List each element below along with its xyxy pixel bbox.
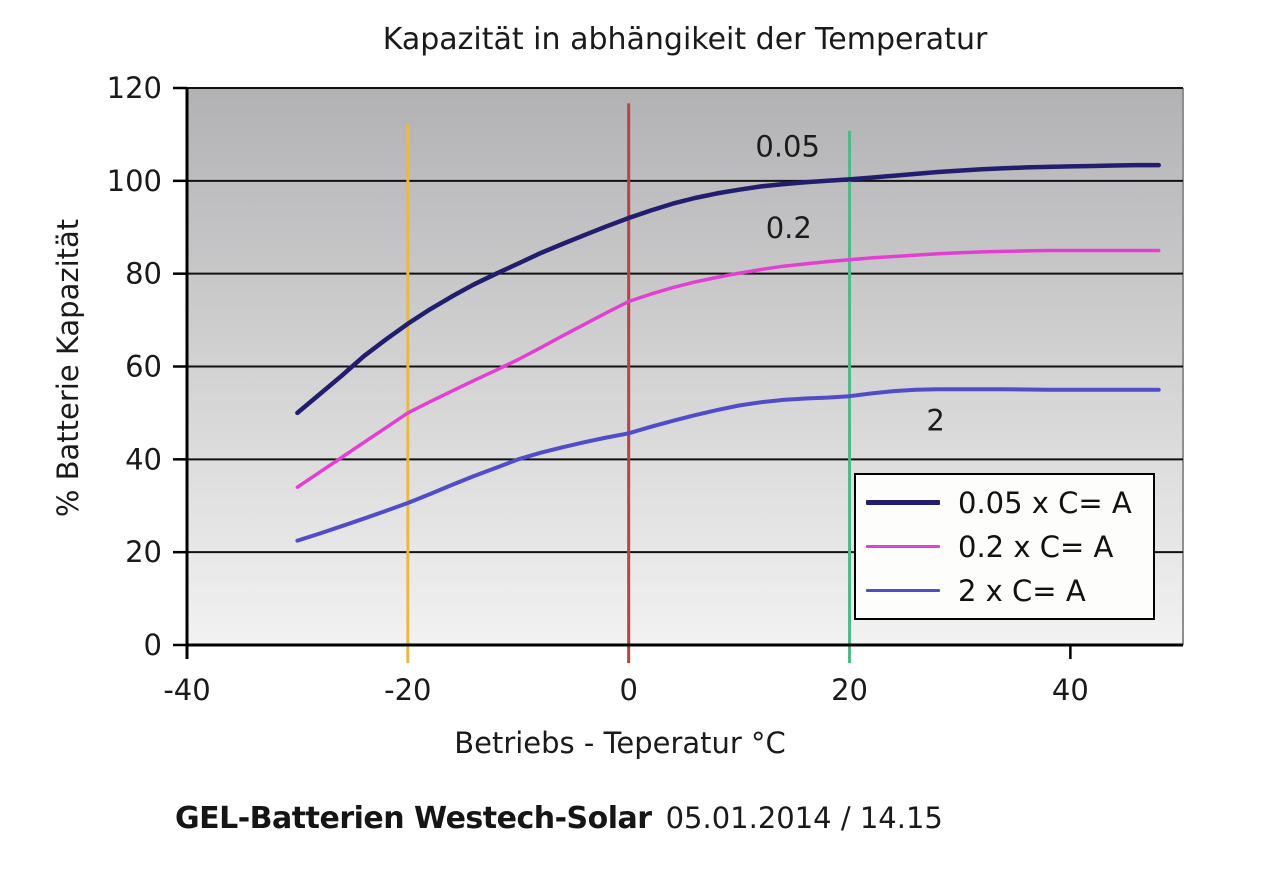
y-tick-label-100: 100 [107,164,162,198]
legend-line-2c [866,589,940,592]
annotation-0.2: 0.2 [766,211,812,245]
caption-date: 05.01.2014 / 14.15 [665,801,943,835]
x-tick-label-0: 0 [619,673,637,707]
y-tick-label-120: 120 [107,71,162,105]
legend-label-2c: 2 x C= A [958,573,1086,608]
y-tick-label-40: 40 [125,442,162,476]
legend-entry-005c: 0.05 x C= A [856,481,1153,525]
x-axis-label: Betriebs - Teperatur °C [454,726,786,760]
legend-entry-02c: 0.2 x C= A [856,525,1153,569]
curve-0.2xC=A [295,248,1161,489]
annotation-2: 2 [926,403,944,437]
x-tick-label-20: 20 [831,673,868,707]
caption-product: GEL-Batterien Westech-Solar [175,801,652,836]
x-tick-label--20: -20 [384,673,431,707]
y-tick-label-60: 60 [125,350,162,384]
y-tick-label-0: 0 [144,628,162,662]
x-tick-label-40: 40 [1052,673,1089,707]
figure-caption: GEL-Batterien Westech-Solar 05.01.2014 / … [175,801,943,836]
legend-line-0.05c [866,500,940,505]
annotation-0.05: 0.05 [755,129,820,163]
legend-entry-2c: 2 x C= A [856,569,1153,613]
curve-2xC=A [295,387,1161,543]
y-tick-label-80: 80 [125,257,162,291]
legend-label-0.2c: 0.2 x C= A [958,529,1114,564]
y-tick-label-20: 20 [125,535,162,569]
legend-box: 0.05 x C= A 0.2 x C= A 2 x C= A [854,473,1155,620]
chart-title: Kapazität in abhängikeit der Temperatur [382,22,988,57]
x-tick-label--40: -40 [163,673,210,707]
legend-line-0.2c [866,545,940,548]
curve-0.05xC=A [295,162,1161,416]
y-axis-label: % Batterie Kapazität [51,219,85,517]
legend-label-0.05c: 0.05 x C= A [958,485,1132,520]
